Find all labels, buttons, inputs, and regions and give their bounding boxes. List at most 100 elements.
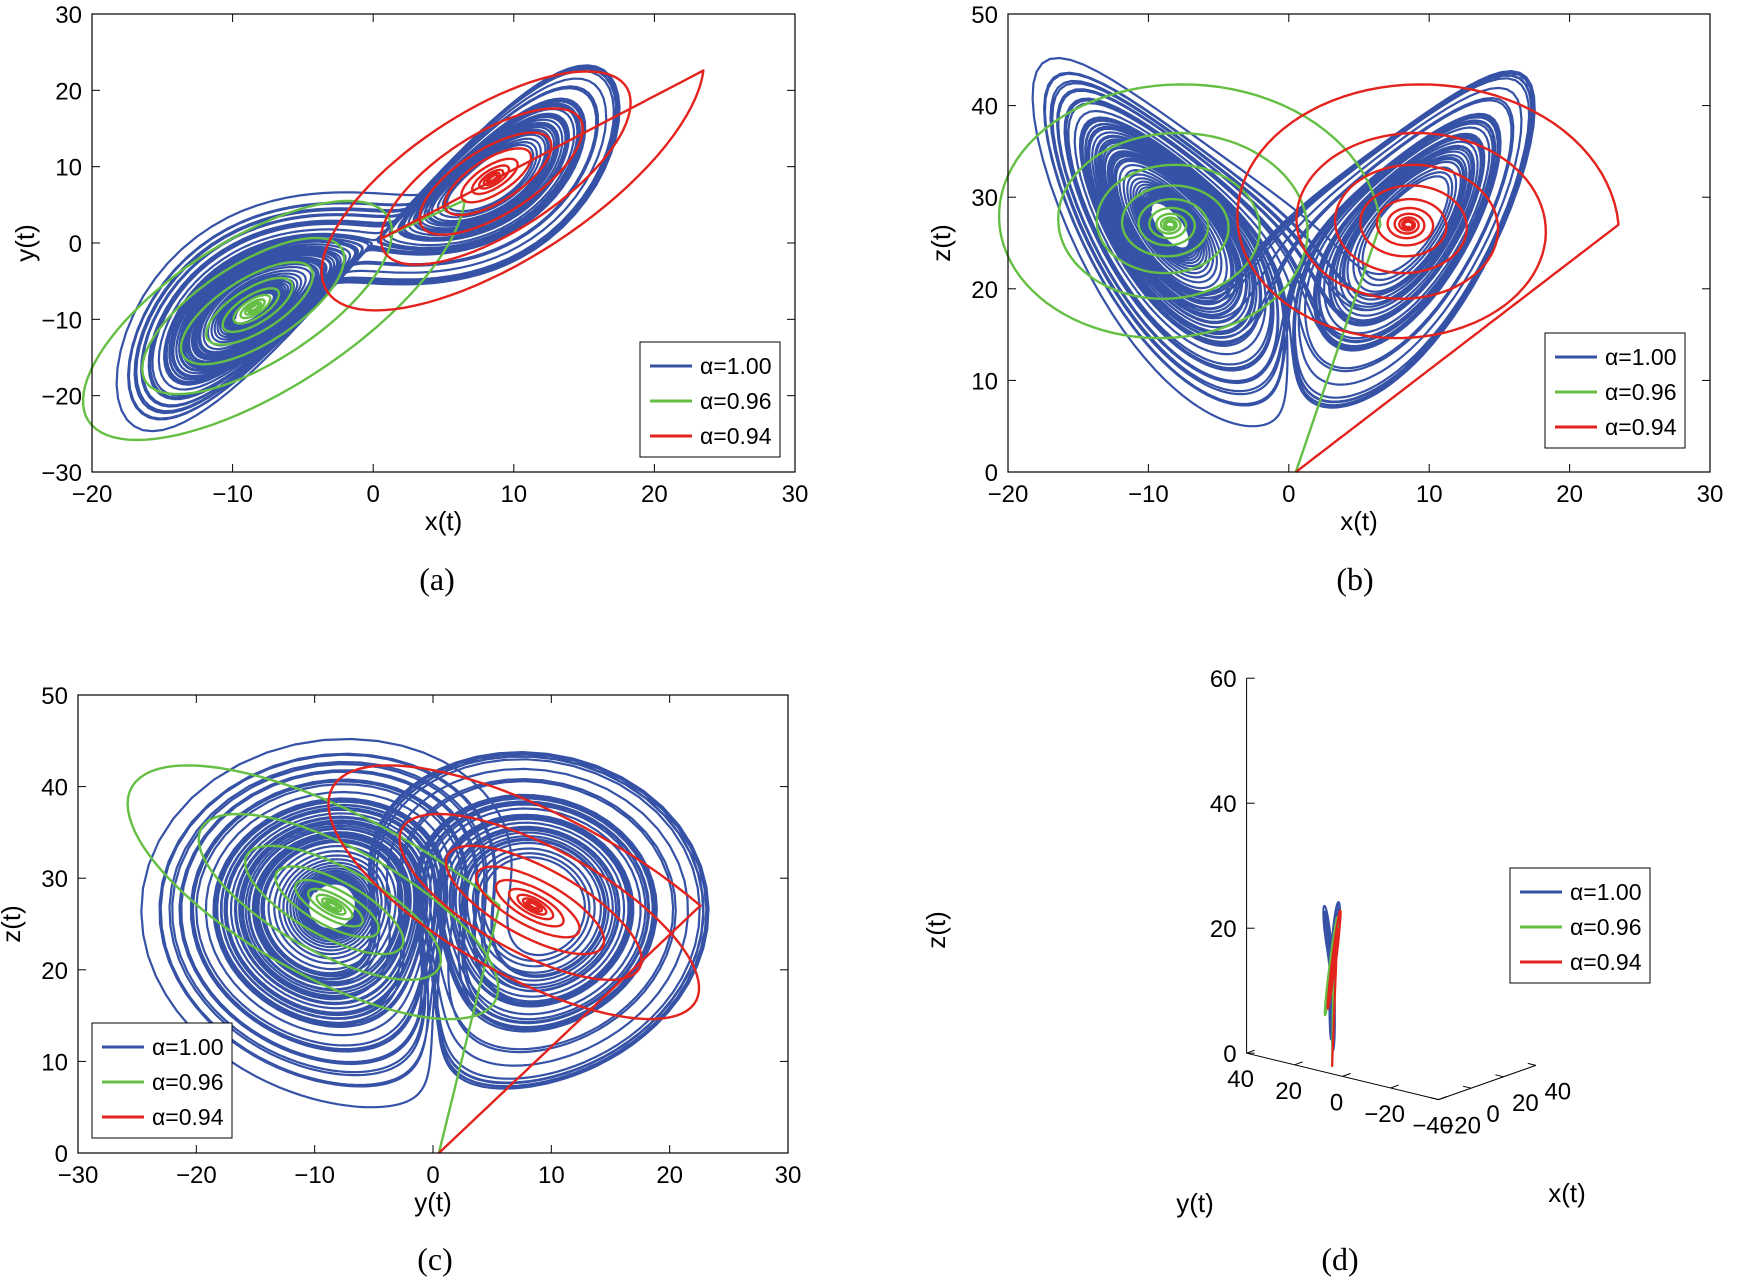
x-tick-label: 40 bbox=[1544, 1078, 1571, 1105]
legend-label: α=1.00 bbox=[700, 353, 772, 379]
y-tick-label: 20 bbox=[41, 958, 68, 985]
x-tick-label: −20 bbox=[988, 481, 1029, 508]
x-tick bbox=[1430, 1097, 1439, 1101]
caption-c: (c) bbox=[417, 1241, 453, 1277]
x-tick-label: 10 bbox=[538, 1162, 565, 1189]
x-tick-label: 20 bbox=[1512, 1090, 1539, 1117]
legend-label: α=0.94 bbox=[1605, 414, 1677, 440]
x-tick-label: 30 bbox=[782, 481, 809, 508]
y-tick-label: 20 bbox=[1275, 1078, 1302, 1105]
legend-label: α=1.00 bbox=[152, 1034, 224, 1060]
legend-label: α=0.94 bbox=[700, 423, 772, 449]
chart-a: −20 −10 0 10 20 30−30−20−100102030x(t)y(t)α=1… bbox=[10, 2, 808, 536]
x-axis bbox=[1438, 1064, 1536, 1101]
y-tick bbox=[1342, 1072, 1351, 1077]
caption-a: (a) bbox=[419, 561, 455, 597]
legend-label: α=0.96 bbox=[700, 388, 772, 414]
plot-area bbox=[81, 64, 705, 442]
x-axis-label: y(t) bbox=[414, 1187, 452, 1217]
y-axis-label: z(t) bbox=[0, 905, 26, 943]
series-alpha-0.96 bbox=[126, 764, 501, 1154]
caption-b: (b) bbox=[1336, 561, 1373, 597]
y-tick-label: 0 bbox=[1330, 1089, 1343, 1116]
legend-label: α=0.96 bbox=[152, 1069, 224, 1095]
x-axis-label: x(t) bbox=[1548, 1178, 1586, 1208]
series-alpha-1.00 bbox=[1031, 56, 1536, 428]
y-tick-label: 10 bbox=[971, 368, 998, 395]
legend-label: α=0.94 bbox=[1570, 949, 1642, 975]
x-tick-label: −10 bbox=[294, 1162, 335, 1189]
chart-c: −30 −20 −10 0 10 20 30 0 10 20 30 40 50 y(t) z(t) α=1.0… bbox=[0, 683, 801, 1217]
x-tick-label: −20 bbox=[1440, 1113, 1481, 1140]
y-axis-label: y(t) bbox=[10, 224, 40, 262]
x-tick-label: −10 bbox=[212, 481, 253, 508]
x-tick-label: −10 bbox=[1128, 481, 1169, 508]
legend-label: α=1.00 bbox=[1570, 879, 1642, 905]
x-tick-label: 10 bbox=[500, 481, 527, 508]
y-tick bbox=[1390, 1084, 1399, 1089]
x-axis-label: x(t) bbox=[1340, 506, 1378, 536]
y-tick-label: 50 bbox=[41, 683, 68, 710]
x-tick-label: 0 bbox=[1282, 481, 1295, 508]
y-tick-label: −30 bbox=[41, 460, 82, 487]
legend-label: α=0.94 bbox=[152, 1104, 224, 1130]
y-tick-label: 40 bbox=[1227, 1066, 1254, 1093]
z-tick-label: 0 bbox=[1223, 1041, 1236, 1068]
x-tick-label: 20 bbox=[1556, 481, 1583, 508]
y-tick-label: 40 bbox=[41, 775, 68, 802]
y-tick-label: 20 bbox=[55, 78, 82, 105]
x-tick-label: 20 bbox=[641, 481, 668, 508]
series-alpha-1.00 bbox=[140, 737, 710, 1109]
x-tick-label: −20 bbox=[176, 1162, 217, 1189]
z-tick-label: 40 bbox=[1210, 791, 1237, 818]
z-axis-label: z(t) bbox=[921, 911, 951, 949]
z-tick-label: 20 bbox=[1210, 916, 1237, 943]
series-alpha-0.96 bbox=[81, 198, 466, 442]
y-tick-label: 40 bbox=[971, 94, 998, 121]
y-axis-label: z(t) bbox=[926, 224, 956, 262]
x-tick-label: 30 bbox=[1697, 481, 1724, 508]
y-tick-label: 30 bbox=[41, 866, 68, 893]
y-tick-label: 0 bbox=[985, 460, 998, 487]
y-tick-label: 10 bbox=[55, 155, 82, 182]
caption-d: (d) bbox=[1321, 1241, 1358, 1277]
y-tick-label: 30 bbox=[55, 2, 82, 29]
x-tick-label: 30 bbox=[775, 1162, 802, 1189]
series-alpha-0.94 bbox=[320, 69, 705, 312]
legend-label: α=1.00 bbox=[1605, 344, 1677, 370]
y-tick-label: 0 bbox=[55, 1141, 68, 1168]
series-alpha-0.94 bbox=[327, 764, 702, 1154]
y-tick-label: −40 bbox=[1412, 1113, 1453, 1140]
x-tick-label: −30 bbox=[58, 1162, 99, 1189]
x-tick bbox=[1462, 1085, 1472, 1089]
series-alpha-0.94 bbox=[1326, 909, 1342, 1067]
y-tick-label: 20 bbox=[971, 277, 998, 304]
z-tick-label: 60 bbox=[1210, 666, 1237, 693]
y-tick bbox=[1438, 1096, 1447, 1101]
x-tick-label: −20 bbox=[72, 481, 113, 508]
y-tick-label: 30 bbox=[971, 185, 998, 212]
x-tick-label: 0 bbox=[1486, 1101, 1499, 1128]
x-tick-label: 20 bbox=[656, 1162, 683, 1189]
plot-area bbox=[126, 737, 710, 1154]
series-alpha-0.96 bbox=[997, 83, 1382, 473]
y-tick-label: −20 bbox=[41, 384, 82, 411]
x-axis-label: x(t) bbox=[425, 506, 463, 536]
x-tick-label: 0 bbox=[367, 481, 380, 508]
y-tick-label: 50 bbox=[971, 2, 998, 29]
series-alpha-0.94 bbox=[1236, 83, 1620, 473]
x-tick-label: 10 bbox=[1416, 481, 1443, 508]
x-tick-label: 0 bbox=[426, 1162, 439, 1189]
axes-frame bbox=[1007, 13, 1711, 473]
series-alpha-1.00 bbox=[115, 64, 621, 433]
y-axis-label: y(t) bbox=[1176, 1188, 1214, 1218]
y-tick bbox=[1294, 1061, 1303, 1066]
plot-area bbox=[997, 56, 1620, 473]
legend-label: α=0.96 bbox=[1605, 379, 1677, 405]
y-tick-label: 0 bbox=[69, 231, 82, 258]
y-tick-label: −20 bbox=[1364, 1101, 1405, 1128]
legend-label: α=0.96 bbox=[1570, 914, 1642, 940]
x-tick bbox=[1527, 1062, 1536, 1066]
